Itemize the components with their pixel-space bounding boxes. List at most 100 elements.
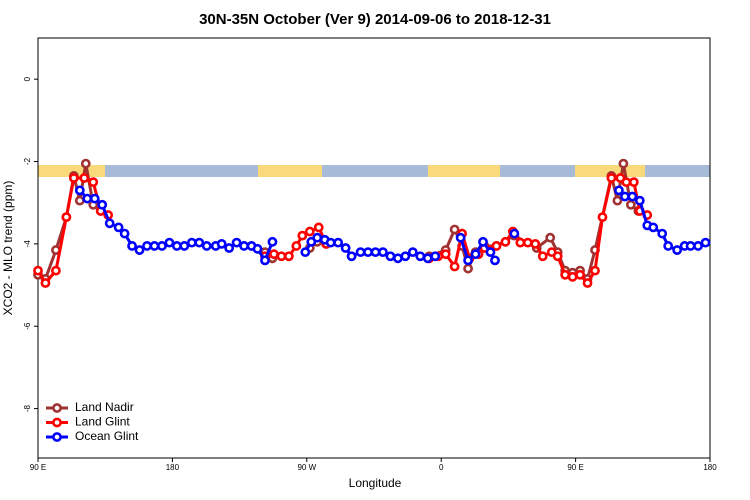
data-point bbox=[672, 245, 683, 255]
data-point bbox=[346, 251, 357, 262]
land-strip bbox=[258, 165, 322, 177]
legend-label: Land Nadir bbox=[75, 400, 134, 414]
data-point bbox=[325, 237, 336, 248]
x-axis-label: Longitude bbox=[349, 476, 402, 490]
legend-marker bbox=[52, 403, 62, 413]
data-point bbox=[269, 249, 279, 260]
y-tick-label: -4 bbox=[23, 240, 32, 248]
data-point bbox=[463, 263, 473, 274]
data-point bbox=[267, 236, 278, 247]
data-point bbox=[560, 269, 571, 280]
data-point bbox=[455, 232, 466, 243]
data-point bbox=[370, 247, 381, 258]
data-point bbox=[113, 222, 124, 233]
data-point bbox=[61, 212, 72, 223]
data-point bbox=[590, 265, 600, 276]
data-point bbox=[500, 236, 511, 247]
data-point bbox=[491, 241, 502, 251]
data-point bbox=[545, 232, 556, 243]
data-point bbox=[627, 191, 638, 202]
data-point bbox=[74, 195, 85, 206]
data-point bbox=[260, 255, 270, 266]
x-tick-label: 90 E bbox=[30, 463, 46, 472]
data-point bbox=[291, 241, 302, 251]
data-point bbox=[530, 238, 541, 249]
data-point bbox=[378, 247, 388, 258]
land-mask bbox=[38, 165, 710, 177]
data-point bbox=[194, 237, 205, 248]
data-point bbox=[97, 199, 108, 210]
data-point bbox=[700, 237, 711, 248]
data-point bbox=[693, 241, 703, 251]
data-point bbox=[80, 158, 91, 169]
data-point bbox=[149, 241, 160, 251]
data-point bbox=[104, 218, 115, 229]
data-point bbox=[392, 253, 403, 264]
data-point bbox=[171, 241, 182, 251]
data-point bbox=[621, 177, 632, 188]
data-point bbox=[239, 241, 249, 251]
series bbox=[33, 158, 644, 284]
data-point bbox=[619, 191, 630, 202]
land-strip bbox=[575, 165, 645, 177]
data-point bbox=[400, 251, 411, 262]
x-tick-label: 90 E bbox=[567, 463, 583, 472]
data-point bbox=[74, 185, 85, 196]
data-point bbox=[313, 222, 324, 233]
data-point bbox=[634, 195, 645, 206]
data-point bbox=[201, 241, 212, 251]
data-point bbox=[164, 237, 175, 248]
data-point bbox=[614, 185, 624, 196]
data-point bbox=[333, 237, 344, 248]
chart-title: 30N-35N October (Ver 9) 2014-09-06 to 20… bbox=[199, 11, 551, 28]
data-point bbox=[224, 243, 235, 253]
data-point bbox=[79, 173, 90, 183]
data-point bbox=[68, 173, 79, 183]
data-point bbox=[597, 212, 608, 223]
data-point bbox=[82, 193, 93, 204]
data-point bbox=[363, 247, 373, 258]
data-point bbox=[648, 222, 659, 233]
x-tick-label: 90 W bbox=[297, 463, 316, 472]
legend-label: Ocean Glint bbox=[75, 429, 139, 443]
data-point bbox=[582, 278, 593, 288]
y-axis-label: XCO2 - MLO trend (ppm) bbox=[1, 181, 15, 316]
data-point bbox=[88, 177, 99, 188]
series bbox=[74, 185, 711, 266]
x-tick-label: 180 bbox=[166, 463, 180, 472]
legend-marker bbox=[52, 432, 62, 442]
y-tick-label: -2 bbox=[23, 157, 32, 165]
data-point bbox=[231, 237, 242, 248]
data-point bbox=[340, 243, 351, 253]
data-point bbox=[478, 236, 488, 247]
land-strip bbox=[428, 165, 500, 177]
data-point bbox=[575, 269, 585, 280]
data-point bbox=[312, 232, 323, 243]
data-point bbox=[522, 237, 533, 248]
data-point bbox=[119, 228, 130, 239]
data-point bbox=[134, 245, 145, 255]
data-point bbox=[51, 265, 61, 276]
data-point bbox=[449, 224, 460, 235]
x-tick-label: 0 bbox=[439, 463, 444, 472]
x-tick-label: 180 bbox=[703, 463, 717, 472]
data-point bbox=[283, 251, 294, 262]
plot-frame bbox=[37, 37, 711, 459]
data-point bbox=[567, 271, 578, 282]
data-point bbox=[485, 247, 496, 258]
data-point bbox=[304, 226, 315, 237]
data-point bbox=[515, 237, 526, 248]
data-point bbox=[663, 241, 674, 251]
data-point bbox=[490, 255, 500, 266]
data-point bbox=[385, 251, 396, 262]
data-point bbox=[216, 238, 227, 249]
data-point bbox=[509, 228, 520, 239]
data-point bbox=[440, 249, 451, 260]
data-point bbox=[142, 241, 152, 251]
data-point bbox=[300, 247, 311, 258]
data-point bbox=[186, 237, 197, 248]
data-point bbox=[628, 177, 639, 188]
data-point bbox=[612, 195, 623, 206]
data-point bbox=[422, 253, 433, 264]
